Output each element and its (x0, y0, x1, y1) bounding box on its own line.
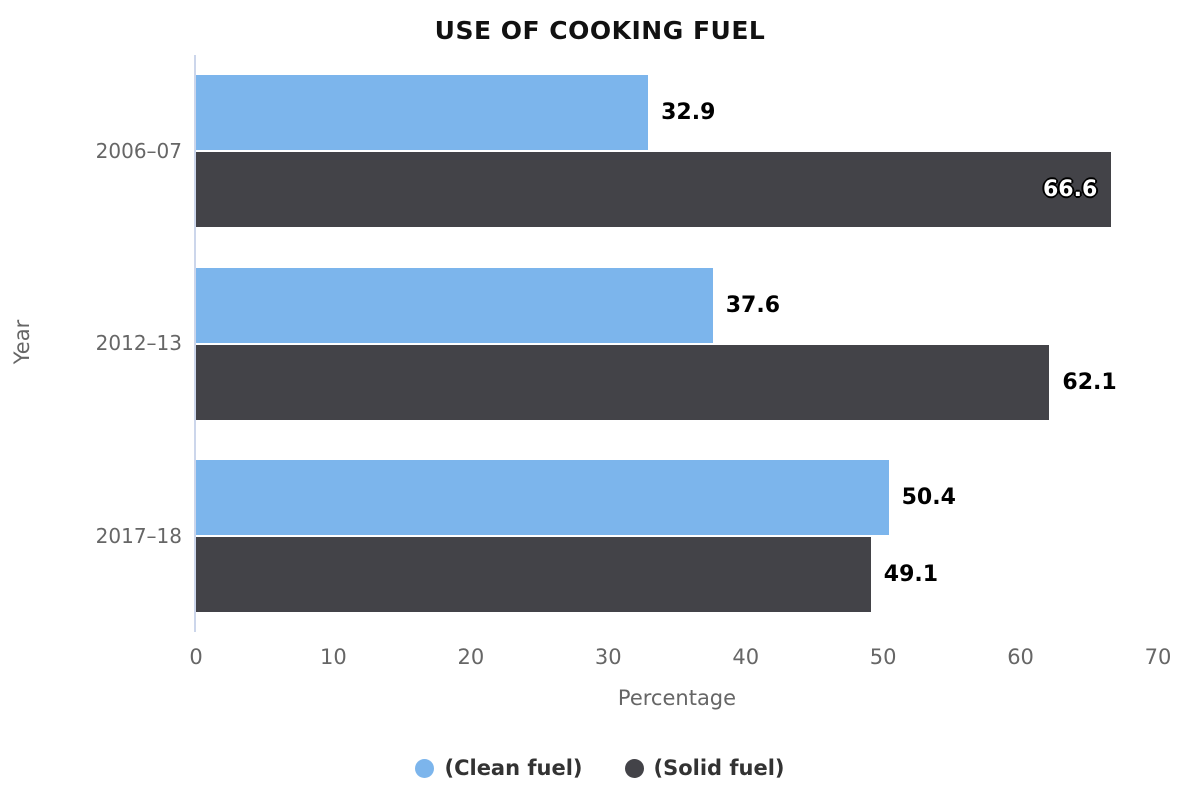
x-tick-label: 50 (869, 645, 897, 669)
bar-value-label: 66.6 (1043, 177, 1098, 203)
bar-value-label: 32.9 (661, 100, 716, 126)
bar-value-label: 50.4 (901, 484, 956, 510)
x-tick-label: 70 (1144, 645, 1172, 669)
x-tick-label: 40 (732, 645, 760, 669)
x-axis-title: Percentage (617, 686, 737, 710)
category-label: 2012–13 (95, 331, 182, 356)
bar-value-label: 37.6 (725, 292, 780, 318)
legend-label: (Solid fuel) (653, 756, 785, 780)
x-tick-label: 60 (1007, 645, 1034, 669)
bar-clean-fuel-2006–07[interactable] (196, 75, 649, 151)
bar-solid-fuel-2017–18[interactable] (196, 536, 871, 612)
legend-marker-icon (624, 758, 644, 778)
x-tick-label: 30 (594, 645, 622, 669)
legend-item-solid-fuel[interactable]: (Solid fuel) (624, 756, 785, 780)
category-label: 2017–18 (95, 523, 182, 548)
legend: (Clean fuel) (Solid fuel) (0, 756, 1200, 780)
x-tick-label: 10 (320, 645, 347, 669)
category-label: 2006–07 (95, 139, 182, 164)
legend-item-clean-fuel[interactable]: (Clean fuel) (415, 756, 583, 780)
bar-clean-fuel-2012–13[interactable] (196, 267, 713, 343)
bar-clean-fuel-2017–18[interactable] (196, 459, 889, 535)
legend-marker-icon (415, 758, 435, 778)
bar-solid-fuel-2012–13[interactable] (196, 344, 1050, 420)
bar-value-label: 49.1 (883, 561, 939, 587)
bar-value-label: 62.1 (1062, 369, 1117, 395)
x-tick-label: 0 (189, 645, 203, 669)
x-tick-label: 20 (457, 645, 485, 669)
legend-label: (Clean fuel) (444, 756, 583, 780)
category-axis-line (194, 55, 196, 632)
bar-solid-fuel-2006–07[interactable] (196, 152, 1112, 228)
chart-title: USE OF COOKING FUEL (434, 16, 766, 45)
